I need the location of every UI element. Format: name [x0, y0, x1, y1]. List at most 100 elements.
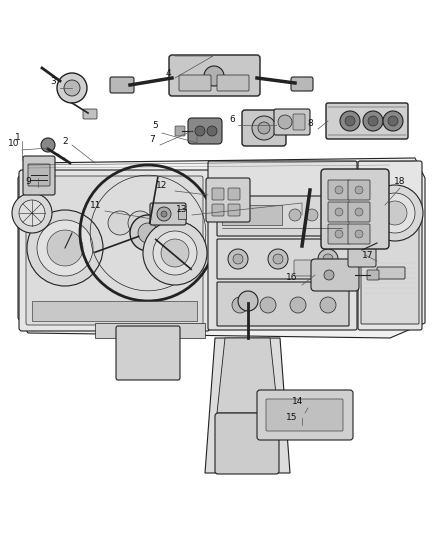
Circle shape	[157, 207, 171, 221]
Circle shape	[324, 270, 334, 280]
Text: 17: 17	[362, 251, 374, 260]
Circle shape	[268, 249, 288, 269]
FancyBboxPatch shape	[188, 118, 222, 144]
FancyBboxPatch shape	[326, 103, 408, 139]
Circle shape	[64, 80, 80, 96]
Circle shape	[161, 211, 167, 217]
Circle shape	[128, 211, 152, 235]
Circle shape	[195, 126, 205, 136]
FancyBboxPatch shape	[150, 203, 186, 225]
Circle shape	[318, 249, 338, 269]
Text: 13: 13	[176, 205, 188, 214]
FancyBboxPatch shape	[212, 188, 224, 200]
Circle shape	[233, 254, 243, 264]
FancyBboxPatch shape	[208, 161, 357, 330]
FancyBboxPatch shape	[328, 202, 350, 222]
Circle shape	[355, 186, 363, 194]
Circle shape	[19, 200, 45, 226]
Text: 18: 18	[394, 176, 406, 185]
FancyBboxPatch shape	[266, 399, 343, 431]
FancyBboxPatch shape	[348, 243, 376, 267]
FancyBboxPatch shape	[257, 390, 353, 440]
Circle shape	[278, 115, 292, 129]
Text: 12: 12	[156, 181, 168, 190]
Circle shape	[47, 230, 83, 266]
FancyBboxPatch shape	[116, 326, 180, 380]
Polygon shape	[18, 158, 425, 338]
Circle shape	[306, 209, 318, 221]
Circle shape	[260, 297, 276, 313]
FancyBboxPatch shape	[23, 156, 55, 195]
Text: 10: 10	[8, 139, 20, 148]
FancyBboxPatch shape	[311, 259, 359, 291]
Polygon shape	[217, 338, 278, 413]
Circle shape	[108, 211, 132, 235]
Circle shape	[289, 209, 301, 221]
Circle shape	[323, 254, 333, 264]
Text: 7: 7	[149, 135, 155, 144]
Circle shape	[273, 254, 283, 264]
FancyBboxPatch shape	[348, 224, 370, 244]
FancyBboxPatch shape	[348, 202, 370, 222]
Text: 3: 3	[50, 77, 56, 85]
Circle shape	[375, 193, 415, 233]
FancyBboxPatch shape	[217, 239, 349, 279]
FancyBboxPatch shape	[321, 169, 389, 249]
Circle shape	[228, 249, 248, 269]
FancyBboxPatch shape	[367, 270, 379, 280]
Circle shape	[238, 291, 258, 311]
FancyBboxPatch shape	[110, 77, 134, 93]
Circle shape	[368, 116, 378, 126]
FancyBboxPatch shape	[328, 224, 350, 244]
Circle shape	[138, 223, 158, 243]
FancyBboxPatch shape	[228, 188, 240, 200]
Text: 16: 16	[286, 273, 298, 282]
Circle shape	[290, 297, 306, 313]
FancyBboxPatch shape	[179, 75, 211, 91]
FancyBboxPatch shape	[348, 180, 370, 200]
FancyBboxPatch shape	[19, 170, 210, 331]
Circle shape	[363, 111, 383, 131]
Circle shape	[340, 111, 360, 131]
Circle shape	[335, 208, 343, 216]
Bar	[95, 323, 205, 338]
FancyBboxPatch shape	[175, 126, 185, 136]
Text: 11: 11	[90, 200, 102, 209]
FancyBboxPatch shape	[206, 178, 250, 222]
FancyBboxPatch shape	[217, 75, 249, 91]
Text: 2: 2	[62, 136, 68, 146]
FancyBboxPatch shape	[274, 109, 310, 135]
FancyBboxPatch shape	[361, 222, 419, 324]
Bar	[178, 209, 186, 219]
Circle shape	[12, 193, 52, 233]
FancyBboxPatch shape	[169, 55, 260, 96]
Text: 5: 5	[152, 120, 158, 130]
Circle shape	[27, 210, 103, 286]
Circle shape	[207, 126, 217, 136]
Text: 1: 1	[15, 133, 21, 142]
Circle shape	[161, 239, 189, 267]
Text: 9: 9	[25, 176, 31, 185]
FancyBboxPatch shape	[215, 413, 279, 474]
Circle shape	[37, 220, 93, 276]
Circle shape	[335, 186, 343, 194]
FancyBboxPatch shape	[217, 282, 349, 326]
Circle shape	[388, 116, 398, 126]
Text: 15: 15	[286, 414, 298, 423]
Text: 14: 14	[292, 397, 304, 406]
FancyBboxPatch shape	[242, 110, 286, 146]
FancyBboxPatch shape	[294, 260, 346, 276]
FancyBboxPatch shape	[328, 180, 350, 200]
Circle shape	[258, 122, 270, 134]
Text: 6: 6	[229, 115, 235, 124]
Circle shape	[153, 231, 197, 275]
Circle shape	[252, 116, 276, 140]
Circle shape	[383, 201, 407, 225]
FancyBboxPatch shape	[28, 164, 50, 186]
Circle shape	[355, 208, 363, 216]
Circle shape	[367, 185, 423, 241]
Circle shape	[41, 138, 55, 152]
Circle shape	[335, 230, 343, 238]
FancyBboxPatch shape	[217, 196, 349, 236]
Text: 4: 4	[165, 69, 171, 77]
